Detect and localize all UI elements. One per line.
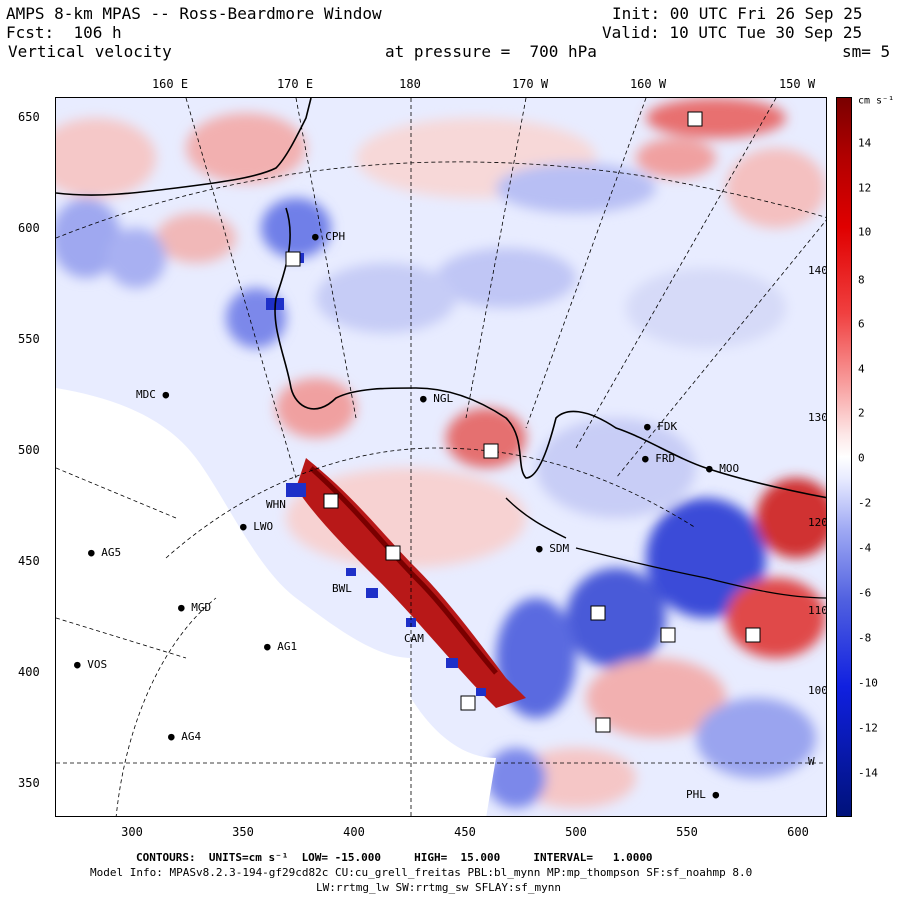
init-time: Init: 00 UTC Fri 26 Sep 25 <box>612 4 863 23</box>
lon-tick: 170 E <box>276 77 314 91</box>
station-sdm[interactable]: ● SDM <box>536 542 570 555</box>
colorbar-label: 12 <box>858 181 872 195</box>
station-whn[interactable]: WHN <box>266 498 286 511</box>
valid-time: Valid: 10 UTC Tue 30 Sep 25 <box>602 23 863 42</box>
physics-info: LW:rrtmg_lw SW:rrtmg_sw SFLAY:sf_mynn <box>316 881 562 894</box>
colorbar-label: -4 <box>858 541 872 555</box>
meridian-label: W <box>808 755 815 768</box>
meridian-label: 140 W <box>808 264 827 277</box>
x-tick: 350 <box>232 825 254 839</box>
station-frd[interactable]: ● FRD <box>642 452 676 465</box>
meridian-label: 110 W <box>808 604 827 617</box>
y-tick: 600 <box>18 221 40 235</box>
colorbar-label: -8 <box>858 631 872 645</box>
lon-tick: 160 W <box>629 77 667 91</box>
colorbar-label: -10 <box>858 676 878 690</box>
station-bwl[interactable]: BWL <box>332 582 352 595</box>
station-cph[interactable]: ● CPH <box>312 230 346 243</box>
lon-tick: 180 <box>399 77 421 91</box>
station-ag5[interactable]: ● AG5 <box>88 546 122 559</box>
y-tick: 550 <box>18 332 40 346</box>
velocity-field <box>56 98 826 816</box>
station-mgd[interactable]: ● MGD <box>178 601 212 614</box>
colorbar-label: 6 <box>858 317 865 331</box>
station-cam[interactable]: CAM <box>404 632 424 645</box>
colorbar <box>836 97 852 817</box>
x-tick: 400 <box>343 825 365 839</box>
station-ag4[interactable]: ● AG4 <box>168 730 202 743</box>
station-fdk[interactable]: ● FDK <box>644 420 678 433</box>
contours-info: CONTOURS: UNITS=cm s⁻¹ LOW= -15.000 HIGH… <box>136 851 653 864</box>
field-name: Vertical velocity <box>8 42 172 61</box>
colorbar-label: -6 <box>858 586 872 600</box>
y-tick: 650 <box>18 110 40 124</box>
x-tick: 500 <box>565 825 587 839</box>
fcst-label: Fcst: <box>6 23 55 42</box>
map-panel[interactable]: ● CPH MDC ● ● NGL ● FDK ● FRD ● MOO ● SD… <box>55 97 827 817</box>
lon-tick: 160 E <box>151 77 189 91</box>
meridian-label: 100 W <box>808 684 827 697</box>
colorbar-label: -2 <box>858 496 872 510</box>
model-info: Model Info: MPASv8.2.3-194-gf29cd82c CU:… <box>90 866 753 879</box>
colorbar-label: 8 <box>858 273 865 287</box>
station-ngl[interactable]: ● NGL <box>420 392 454 405</box>
x-tick: 600 <box>787 825 809 839</box>
smoothing: sm= 5 <box>842 42 891 61</box>
station-phl[interactable]: PHL ● <box>686 788 720 801</box>
y-tick: 500 <box>18 443 40 457</box>
station-ag1[interactable]: ● AG1 <box>264 640 298 653</box>
station-mdc[interactable]: MDC ● <box>136 388 170 401</box>
colorbar-label: 2 <box>858 406 865 420</box>
station-moo[interactable]: ● MOO <box>706 462 740 475</box>
station-lwo[interactable]: ● LWO <box>240 520 274 533</box>
colorbar-label: -12 <box>858 721 878 735</box>
colorbar-label: 4 <box>858 362 865 376</box>
lon-tick: 150 W <box>778 77 816 91</box>
fcst-value: 106 h <box>73 23 122 42</box>
y-tick: 400 <box>18 665 40 679</box>
x-tick: 450 <box>454 825 476 839</box>
y-tick: 350 <box>18 776 40 790</box>
forecast-hour: Fcst: 106 h <box>6 24 122 42</box>
pressure-level: at pressure = 700 hPa <box>385 42 597 61</box>
colorbar-label: 10 <box>858 225 872 239</box>
lon-tick: 170 W <box>511 77 549 91</box>
colorbar-label: 0 <box>858 451 865 465</box>
y-tick: 450 <box>18 554 40 568</box>
colorbar-label: -14 <box>858 766 878 780</box>
station-vos[interactable]: ● VOS <box>74 658 108 671</box>
colorbar-units: cm s⁻¹ <box>858 95 895 107</box>
meridian-label: 130 W <box>808 411 827 424</box>
meridian-label: 120 W <box>808 516 827 529</box>
map-title: AMPS 8-km MPAS -- Ross-Beardmore Window <box>6 4 382 23</box>
x-tick: 300 <box>121 825 143 839</box>
colorbar-label: 14 <box>858 136 872 150</box>
x-tick: 550 <box>676 825 698 839</box>
